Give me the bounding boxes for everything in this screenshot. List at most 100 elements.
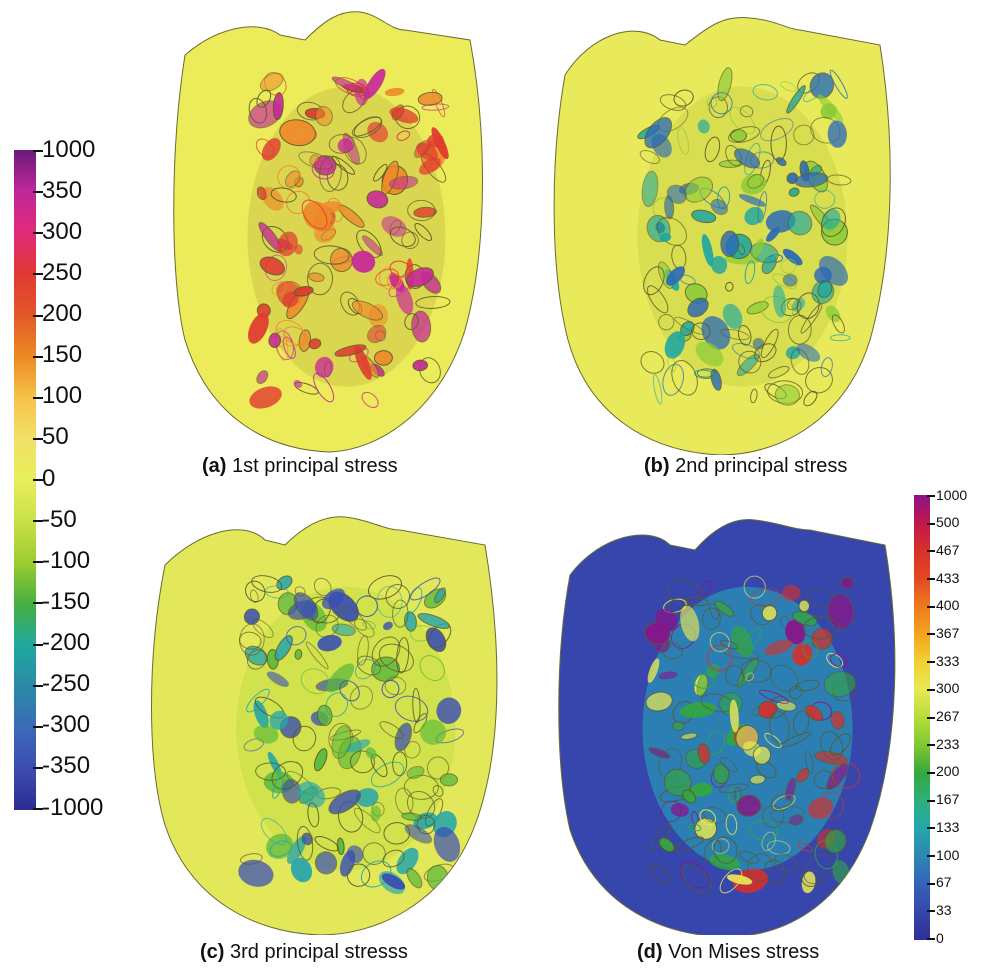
colorbar-label: 300 (936, 680, 960, 697)
trabecula-blob (760, 117, 794, 142)
trabecula-blob (682, 789, 697, 804)
trabecula-blob (697, 743, 711, 764)
trabecula-blob (747, 173, 765, 189)
trabecula-blob (766, 840, 791, 855)
colorbar-tick (33, 520, 43, 523)
trabecula-blob (378, 643, 414, 673)
trabecula-blob (269, 840, 292, 857)
trabecula-blob (740, 628, 762, 653)
trabecula-blob (829, 69, 848, 99)
colorbar-tick (33, 232, 43, 235)
trabecula-blob (249, 589, 259, 604)
trabecula-blob (389, 226, 416, 247)
trabecula-blob (739, 105, 754, 118)
trabecula-blob (705, 730, 726, 755)
trabecula-blob (792, 710, 810, 736)
trabecula-blob (738, 350, 762, 374)
heart-render-b (553, 16, 891, 455)
trabecula-blob (410, 577, 441, 601)
trabecula-blob (825, 305, 841, 323)
colorbar-label: 400 (936, 597, 960, 614)
trabecula-blob (362, 235, 383, 257)
trabecula-blob (718, 783, 749, 794)
trabecula-blob (787, 210, 813, 236)
trabecula-blob (708, 96, 728, 119)
trabecula-blob (413, 206, 437, 218)
trabecula-blob (667, 597, 689, 614)
trabecula-blob (791, 610, 818, 627)
trabecula-blob (754, 343, 777, 363)
colorbar-label: 367 (936, 625, 960, 642)
trabecula-blob (248, 97, 268, 124)
colorbar-label: 33 (936, 901, 952, 918)
trabecula-blob (744, 260, 756, 284)
trabecula-blob (680, 732, 698, 740)
trabecula-blob (712, 763, 730, 785)
trabecula-blob (640, 351, 665, 374)
trabecula-blob (713, 836, 738, 864)
trabecula-blob (259, 72, 284, 92)
colorbar-tick (927, 716, 935, 719)
trabecula-blob (684, 596, 709, 607)
trabecula-blob (738, 194, 766, 207)
trabecula-blob (735, 724, 759, 751)
trabecula-blob (786, 85, 806, 114)
colorbar-label: 0 (42, 464, 56, 492)
trabecula-blob (426, 756, 450, 780)
trabecula-blob (294, 649, 303, 660)
trabecula-blob (805, 704, 823, 722)
trabecula-blob (325, 692, 349, 717)
trabecula-blob (793, 124, 815, 146)
trabecula-blob (256, 89, 272, 108)
trabecula-blob (679, 274, 696, 286)
colorbar-tick (927, 578, 935, 581)
trabecula-blob (666, 184, 688, 204)
colorbar-tick (927, 522, 935, 525)
trabecula-blob (658, 314, 675, 331)
trabecula-blob (367, 121, 389, 143)
trabecula-blob (719, 639, 739, 650)
colorbar-tick (927, 938, 935, 940)
trabecula-blob (720, 230, 740, 257)
trabecula-blob (801, 869, 821, 887)
trabecula-blob (329, 247, 353, 273)
trabecula-blob (317, 634, 342, 652)
colorbar-vonmises: 1000 500 467 433 400 367 333 300 267 233 200 167 133… (912, 487, 989, 946)
trabecula-blob (313, 372, 335, 403)
trabecula-blob (820, 207, 846, 237)
trabecula-blob (240, 853, 263, 865)
trabecula-blob (802, 640, 818, 659)
trabecula-blob (259, 256, 285, 276)
trabecula-blob (720, 328, 750, 341)
trabecula-blob (405, 267, 434, 288)
trabecula-blob (404, 741, 421, 759)
trabecula-blob (719, 868, 743, 894)
trabecula-blob (433, 826, 461, 862)
colorbar-tick (927, 550, 935, 553)
trabecula-blob (784, 777, 797, 801)
trabecula-blob (661, 642, 683, 660)
trabecula-blob (781, 584, 801, 602)
trabecula-blob (311, 160, 335, 180)
trabecula-blob (432, 785, 444, 797)
trabecula-blob (788, 187, 800, 197)
trabecula-blob (761, 831, 776, 851)
trabecula-blob (768, 366, 790, 379)
trabecula-blob (805, 750, 814, 774)
trabecula-blob (406, 868, 423, 889)
heart-render-c (151, 516, 498, 935)
trabecula-blob (649, 864, 671, 883)
colorbar-strip (14, 150, 36, 810)
trabecula-blob (764, 639, 793, 656)
trabecula-blob (376, 585, 403, 618)
trabecula-blob (750, 588, 781, 607)
trabecula-blob (681, 865, 712, 894)
colorbar-tick (927, 744, 935, 747)
trabecula-blob (745, 672, 754, 682)
trabecula-blob (658, 837, 675, 853)
heart-panel-a (165, 0, 495, 455)
trabecula-blob (371, 636, 401, 667)
colorbar-label: -100 (42, 546, 91, 574)
trabecula-blob (802, 615, 840, 640)
trabecula-blob (419, 157, 441, 175)
